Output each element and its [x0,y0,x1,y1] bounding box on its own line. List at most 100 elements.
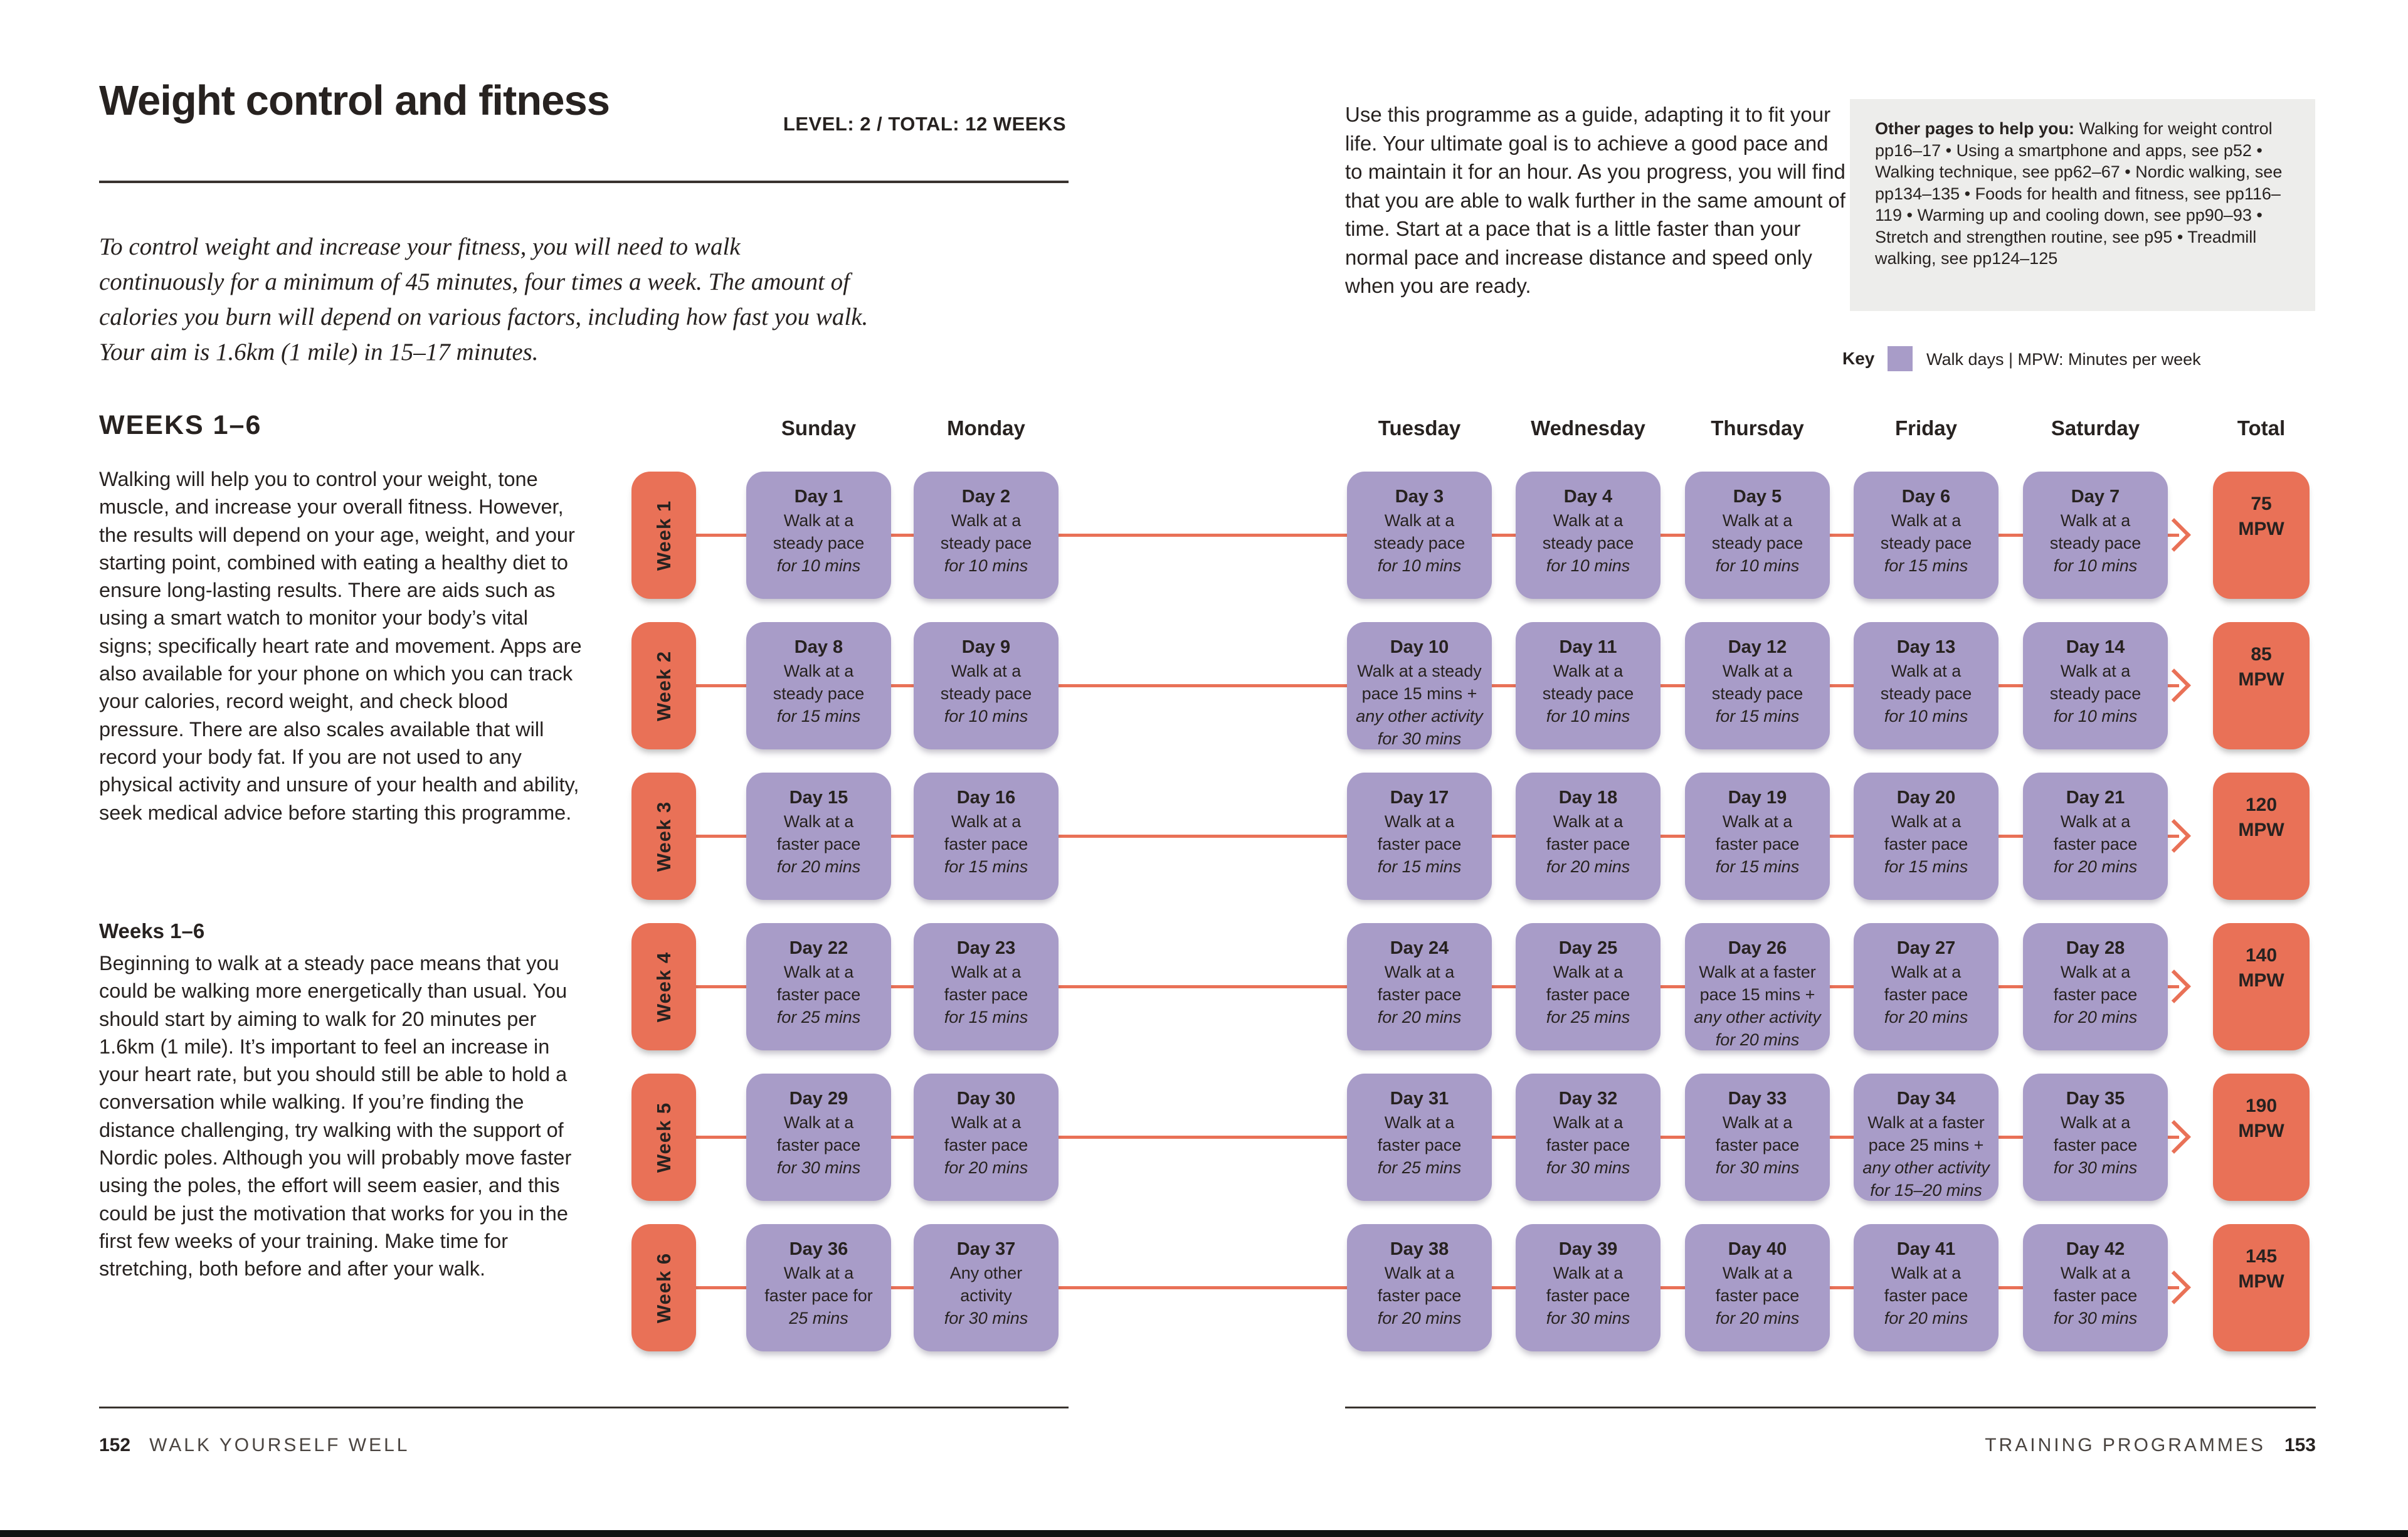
day-cell-line: Walk at a [951,812,1022,831]
day-cell-line: steady pace [2049,684,2141,703]
week-tab-1: Week 1 [631,472,696,599]
day-cell-line: Walk at a [951,1113,1022,1132]
day-cell-duration: for 10 mins [2053,707,2138,726]
week-tab-3: Week 3 [631,773,696,900]
day-cell-line: faster pace [1884,985,1968,1004]
cell-day-41: Day 41 Walk at a faster pace for 20 mins [1854,1224,1999,1351]
total-unit: MPW [2238,820,2284,840]
footer-rule-left [99,1407,1069,1408]
cell-day-22: Day 22 Walk at a faster pace for 25 mins [746,923,891,1050]
total-unit: MPW [2238,1271,2284,1292]
cell-day-42: Day 42 Walk at a faster pace for 30 mins [2023,1224,2168,1351]
day-cell-line: steady pace [773,534,865,552]
day-cell-line: Walk at a [2060,662,2131,680]
cell-day-6: Day 6 Walk at a steady pace for 15 mins [1854,472,1999,599]
weekly-total-3: 120 MPW [2213,773,2310,900]
week-tab-6: Week 6 [631,1224,696,1351]
day-cell-line: Walk at a [1891,511,1962,530]
day-cell-duration: for 30 mins [1377,729,1462,748]
day-cell-title: Day 26 [1728,938,1787,958]
cell-day-24: Day 24 Walk at a faster pace for 20 mins [1347,923,1492,1050]
cell-day-27: Day 27 Walk at a faster pace for 20 mins [1854,923,1999,1050]
cell-day-23: Day 23 Walk at a faster pace for 15 mins [914,923,1059,1050]
cell-day-20: Day 20 Walk at a faster pace for 15 mins [1854,773,1999,900]
day-cell-title: Day 33 [1728,1089,1787,1109]
cell-day-9: Day 9 Walk at a steady pace for 10 mins [914,622,1059,749]
day-cell-line: Walk at a [951,963,1022,981]
day-cell-line: steady pace [2049,534,2141,552]
day-cell-duration: for 20 mins [1884,1309,1968,1328]
column-header-friday: Friday [1894,416,1958,440]
day-cell-line: faster pace [944,985,1028,1004]
total-unit: MPW [2238,970,2284,991]
day-cell-line: faster pace [776,1136,861,1154]
day-cell-duration: for 20 mins [1715,1030,1800,1049]
day-cell-title: Day 10 [1390,637,1449,657]
day-cell-line: Walk at a [783,963,854,981]
day-cell-line: faster pace [944,1136,1028,1154]
day-cell-title: Day 30 [956,1089,1016,1109]
cell-day-12: Day 12 Walk at a steady pace for 15 mins [1685,622,1830,749]
total-value: 145 [2245,1246,2278,1267]
day-cell-duration: for 30 mins [944,1309,1028,1328]
day-cell-duration: for 15–20 mins [1870,1181,1982,1200]
day-cell-line: steady pace [1711,534,1803,552]
cell-day-28: Day 28 Walk at a faster pace for 20 mins [2023,923,2168,1050]
cell-day-26: Day 26 Walk at a faster pace 15 mins + any … [1685,923,1830,1050]
day-cell-duration: for 10 mins [1546,556,1630,575]
page-number-left: 152 [99,1435,131,1455]
day-cell-duration: for 15 mins [1715,857,1800,876]
day-cell-line: Walk at a [783,511,854,530]
day-cell-title: Day 16 [956,788,1016,808]
day-cell-line: Walk at a [1891,963,1962,981]
walk-days-swatch-icon [1888,346,1913,371]
total-unit: MPW [2238,669,2284,690]
day-cell-line: Walk at a [1553,662,1624,680]
day-cell-duration: for 25 mins [1377,1158,1462,1177]
day-cell-line: faster pace for [764,1286,873,1305]
cell-day-4: Day 4 Walk at a steady pace for 10 mins [1516,472,1661,599]
total-value: 85 [2251,644,2272,665]
day-cell-duration: for 15 mins [1884,556,1968,575]
day-cell-line: Walk at a [783,1264,854,1282]
day-cell-line: faster pace [1546,1136,1630,1154]
week-tab-label: Week 5 [652,1102,675,1173]
day-cell-line: faster pace [944,835,1028,853]
week-tab-5: Week 5 [631,1074,696,1201]
day-cell-title: Day 17 [1390,788,1449,808]
day-cell-title: Day 37 [956,1239,1016,1259]
key-label: Key [1842,349,1875,368]
cell-day-40: Day 40 Walk at a faster pace for 20 mins [1685,1224,1830,1351]
cell-day-31: Day 31 Walk at a faster pace for 25 mins [1347,1074,1492,1201]
day-cell-title: Day 19 [1728,788,1787,808]
day-cell-title: Day 9 [961,637,1011,657]
day-cell-title: Day 35 [2066,1089,2125,1109]
day-cell-title: Day 5 [1733,487,1782,507]
day-cell-line: Walk at a faster [1867,1113,1985,1132]
day-cell-title: Day 6 [1901,487,1951,507]
day-cell-line: faster pace [776,985,861,1004]
total-unit: MPW [2238,1121,2284,1141]
day-cell-line: pace 25 mins + [1868,1136,1984,1154]
footer-rule-right [1345,1407,2316,1408]
day-cell-line: Walk at a [1722,511,1793,530]
day-cell-title: Day 22 [789,938,848,958]
day-cell-line: faster pace [1546,835,1630,853]
day-cell-line: Walk at a [783,1113,854,1132]
cell-day-19: Day 19 Walk at a faster pace for 15 mins [1685,773,1830,900]
day-cell-line: Walk at a [1722,1113,1793,1132]
day-cell-line: Walk at a [1553,1113,1624,1132]
column-header-total: Total [2237,416,2286,440]
cell-day-39: Day 39 Walk at a faster pace for 30 mins [1516,1224,1661,1351]
cell-day-36: Day 36 Walk at a faster pace for 25 mins [746,1224,891,1351]
day-cell-duration: for 20 mins [1546,857,1630,876]
day-cell-duration: for 20 mins [1884,1008,1968,1027]
day-cell-line: steady pace [1711,684,1803,703]
day-cell-line: Walk at a [2060,963,2131,981]
day-cell-duration: for 20 mins [1377,1309,1462,1328]
day-cell-line: Walk at a [1553,1264,1624,1282]
day-cell-line: faster pace [1715,835,1800,853]
day-cell-title: Day 42 [2066,1239,2125,1259]
cell-day-18: Day 18 Walk at a faster pace for 20 mins [1516,773,1661,900]
day-cell-title: Day 13 [1896,637,1956,657]
